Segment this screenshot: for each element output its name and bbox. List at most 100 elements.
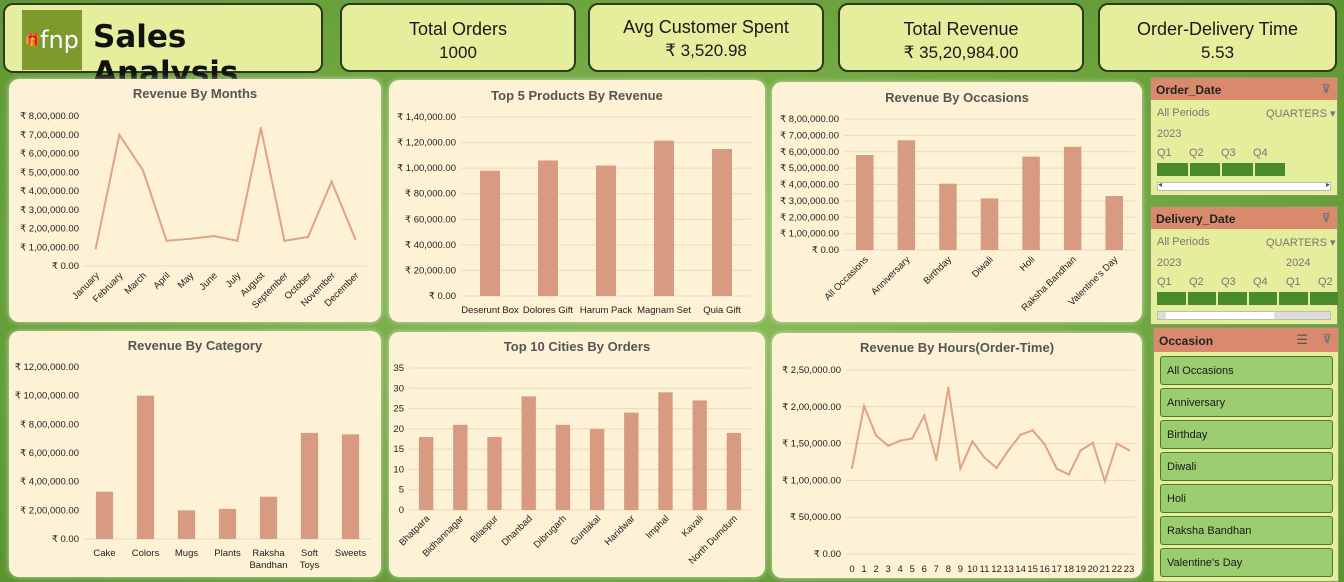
bar-holi[interactable]	[1022, 156, 1040, 250]
data-point[interactable]	[236, 239, 239, 242]
bar-guntakal[interactable]	[589, 428, 605, 510]
bar-all-occasions[interactable]	[856, 155, 874, 250]
data-point[interactable]	[118, 133, 121, 136]
data-point[interactable]	[1067, 473, 1070, 476]
multi-select-icon[interactable]: ☰	[1296, 332, 1308, 347]
data-point[interactable]	[959, 467, 962, 470]
data-point[interactable]	[850, 466, 854, 470]
chart-top-products[interactable]: Top 5 Products By Revenue ₹ 0.00 ₹ 20,000.…	[389, 80, 765, 322]
data-point[interactable]	[1091, 441, 1095, 445]
data-point[interactable]	[947, 386, 950, 389]
timeline-cell[interactable]	[1189, 163, 1220, 176]
bar-colors[interactable]	[136, 395, 155, 539]
data-point[interactable]	[1079, 449, 1083, 452]
bar-quia-gift[interactable]	[712, 148, 732, 296]
scroll-right-icon[interactable]: ▸	[1325, 180, 1330, 189]
data-point[interactable]	[995, 466, 998, 470]
timeline-cell[interactable]	[1254, 163, 1285, 176]
bar-diwali[interactable]	[980, 198, 999, 250]
slicer-order-date[interactable]: Order_Date ⊽ All Periods QUARTERS ▾ 2023…	[1150, 77, 1338, 196]
timeline-cell[interactable]	[1218, 292, 1247, 305]
time-level-dropdown[interactable]: QUARTERS ▾	[1266, 108, 1336, 120]
data-point[interactable]	[898, 439, 902, 442]
data-point[interactable]	[911, 437, 914, 440]
bar-dolores-gift[interactable]	[538, 160, 558, 296]
chart-revenue-by-hours[interactable]: Revenue By Hours(Order-Time) ₹ 0.00 ₹ 50,0…	[772, 333, 1142, 578]
data-point[interactable]	[862, 404, 866, 408]
data-point[interactable]	[141, 169, 145, 172]
bar-imphal[interactable]	[658, 392, 673, 510]
timeline-scrollbar[interactable]	[1157, 311, 1331, 320]
clear-filter-icon[interactable]: ⊽	[1321, 82, 1331, 96]
bar-dibrugarh[interactable]	[555, 424, 571, 510]
timeline-cell[interactable]	[1157, 163, 1188, 176]
data-point[interactable]	[1127, 449, 1131, 452]
timeline-cell[interactable]	[1309, 292, 1338, 305]
bar-kavali[interactable]	[692, 400, 707, 510]
data-point[interactable]	[1019, 433, 1022, 436]
bar-birthday[interactable]	[939, 183, 957, 250]
occasion-item[interactable]: Anniversary	[1160, 388, 1333, 417]
data-point[interactable]	[874, 434, 878, 437]
bar-anniversary[interactable]	[897, 140, 916, 250]
bar-north-dumdum[interactable]	[726, 432, 742, 510]
occasion-item[interactable]: Raksha Bandhan	[1160, 516, 1333, 545]
chart-top-cities[interactable]: Top 10 Cities By Orders 0 5 10 15 20 25 30 35 Bha…	[389, 332, 765, 577]
data-point[interactable]	[94, 246, 97, 250]
bar-deserunt-box[interactable]	[480, 170, 500, 296]
bar-cake[interactable]	[95, 491, 114, 539]
data-point[interactable]	[971, 440, 974, 443]
data-point[interactable]	[1103, 479, 1107, 483]
clear-filter-icon[interactable]: ⊽	[1322, 332, 1332, 346]
bar-raksha-bandhan[interactable]	[259, 496, 278, 539]
bar-haridwar[interactable]	[624, 412, 639, 510]
bar-soft-toys[interactable]	[300, 432, 319, 539]
timeline-scrollbar[interactable]: ◂ ▸	[1157, 180, 1331, 191]
data-point[interactable]	[923, 414, 926, 417]
scroll-left-icon[interactable]: ◂	[1158, 180, 1163, 189]
data-point[interactable]	[983, 456, 986, 459]
data-point[interactable]	[283, 239, 286, 242]
data-point[interactable]	[354, 237, 357, 241]
occasion-item[interactable]: Holi	[1160, 484, 1333, 513]
occasion-item[interactable]: Valentine's Day	[1160, 548, 1333, 577]
occasion-item[interactable]: Diwali	[1160, 452, 1333, 481]
bar-mugs[interactable]	[177, 510, 196, 539]
timeline-cell[interactable]	[1187, 292, 1216, 305]
chart-revenue-by-months[interactable]: Revenue By Months ₹ 0.00 ₹ 1,00,000.00 ₹ 2,…	[9, 79, 381, 322]
scroll-thumb[interactable]	[1166, 312, 1274, 319]
chart-revenue-by-category[interactable]: Revenue By Category ₹ 0.00 ₹ 2,00,000.00 ₹ …	[9, 331, 381, 577]
time-level-dropdown[interactable]: QUARTERS ▾	[1266, 237, 1336, 249]
timeline-cell[interactable]	[1222, 163, 1253, 176]
bar-harum-pack[interactable]	[596, 165, 616, 296]
bar-bidhannagar[interactable]	[453, 424, 468, 510]
chart-revenue-by-occasions[interactable]: Revenue By Occasions ₹ 0.00 ₹ 1,00,000.00 ₹…	[772, 82, 1142, 322]
occasion-item[interactable]: All Occasions	[1160, 356, 1333, 385]
series-line[interactable]	[851, 387, 1130, 485]
bar-sweets[interactable]	[341, 434, 360, 539]
data-point[interactable]	[306, 235, 310, 239]
slicer-occasion[interactable]: Occasion ☰ ⊽ All Occasions Anniversary B…	[1153, 327, 1339, 582]
data-point[interactable]	[165, 239, 168, 242]
bar-bilaspur[interactable]	[487, 436, 502, 510]
data-point[interactable]	[330, 180, 333, 183]
data-point[interactable]	[886, 444, 890, 448]
clear-filter-icon[interactable]: ⊽	[1321, 211, 1331, 225]
data-point[interactable]	[935, 458, 938, 461]
timeline-bar[interactable]	[1157, 292, 1338, 305]
data-point[interactable]	[1115, 442, 1119, 445]
data-point[interactable]	[188, 237, 192, 241]
bar-magnam-set[interactable]	[654, 140, 674, 296]
bar-plants[interactable]	[218, 508, 237, 539]
data-point[interactable]	[1031, 429, 1034, 432]
slicer-delivery-date[interactable]: Delivery_Date ⊽ All Periods QUARTERS ▾ 2…	[1150, 206, 1338, 325]
occasion-item[interactable]: Birthday	[1160, 420, 1333, 449]
timeline-bar[interactable]	[1157, 163, 1285, 176]
bar-bhatpara[interactable]	[418, 436, 434, 510]
series-line[interactable]	[94, 127, 357, 249]
timeline-cell[interactable]	[1157, 292, 1186, 305]
bar-raksha-bandhan[interactable]	[1063, 146, 1082, 250]
bar-valentine-s-day[interactable]	[1105, 195, 1123, 250]
data-point[interactable]	[1055, 467, 1058, 470]
bar-dhanbad[interactable]	[521, 396, 536, 510]
